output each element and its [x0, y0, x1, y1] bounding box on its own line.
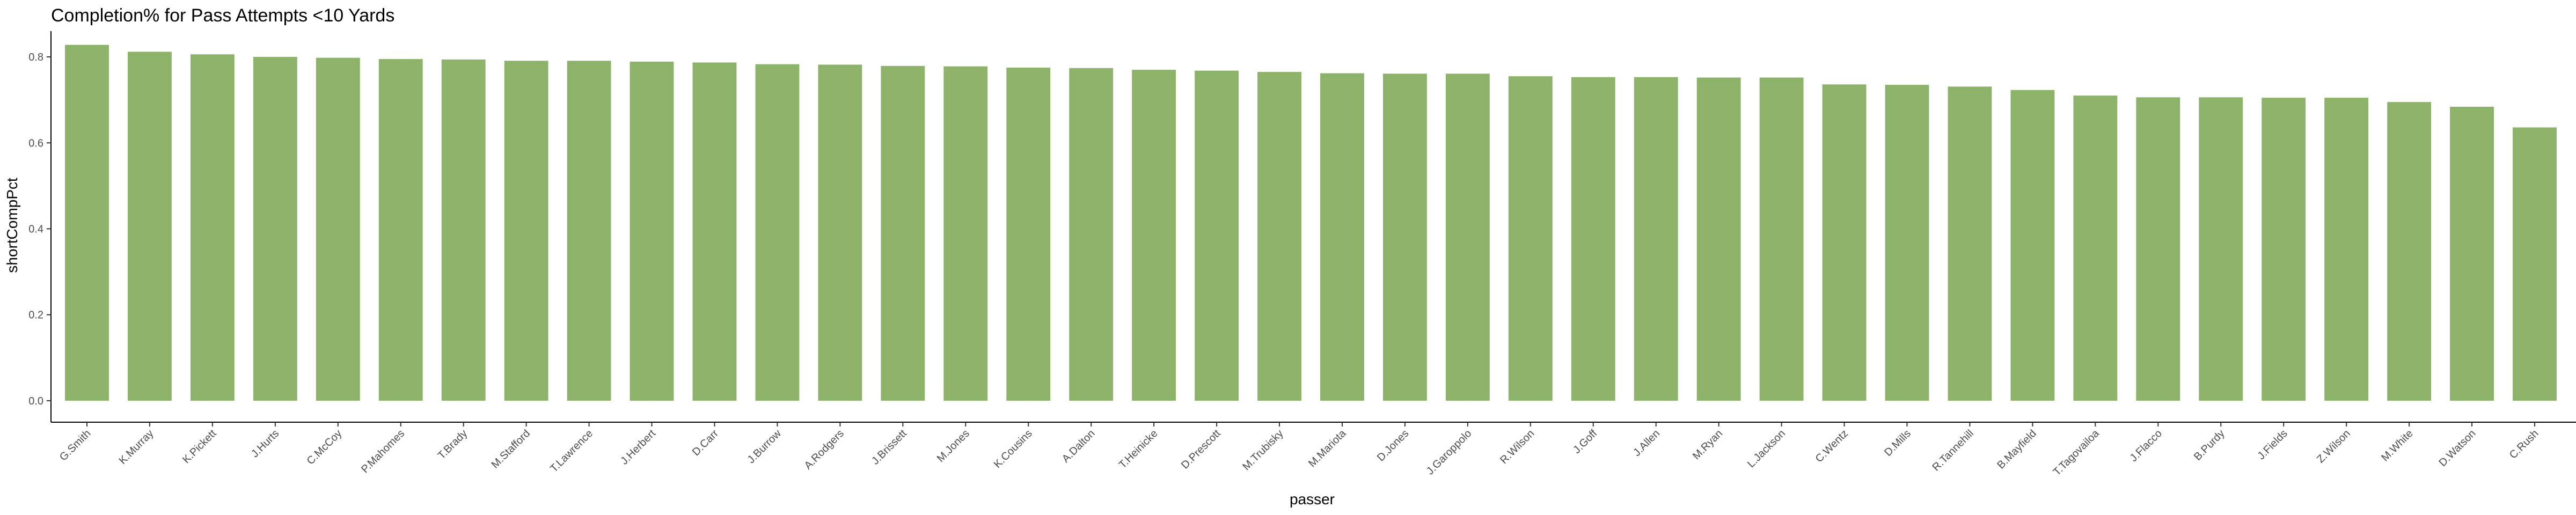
bar-J.Fields	[2262, 98, 2306, 401]
bar-M.Ryan	[1696, 77, 1741, 401]
x-tick-label: J.Garoppolo	[1424, 428, 1474, 477]
bar-M.Mariota	[1320, 73, 1364, 401]
bar-K.Pickett	[190, 54, 235, 401]
bar-Z.Wilson	[2324, 98, 2369, 401]
bar-K.Cousins	[1006, 68, 1051, 401]
x-tick-label: J.Flacco	[2128, 428, 2164, 464]
x-tick-label: T.Brady	[436, 428, 470, 462]
bar-M.Trubisky	[1257, 72, 1301, 401]
x-tick-label: K.Cousins	[992, 428, 1035, 470]
x-tick-label: R.Wilson	[1498, 428, 1536, 466]
x-tick-label: G.Smith	[57, 428, 93, 464]
x-tick-label: M.White	[2379, 428, 2415, 464]
bar-T.Brady	[441, 59, 486, 401]
bar-B.Purdy	[2199, 97, 2243, 401]
bar-J.Flacco	[2136, 97, 2180, 401]
x-tick-label: J.Hurts	[249, 428, 281, 460]
y-tick-label: 0.4	[28, 224, 43, 236]
bar-B.Mayfield	[2010, 90, 2055, 401]
y-tick-label: 0.6	[28, 137, 43, 149]
bar-K.Murray	[128, 52, 172, 401]
bar-J.Brissett	[881, 65, 925, 401]
x-tick-label: D.Mills	[1882, 428, 1913, 459]
bar-L.Jackson	[1759, 77, 1804, 401]
bar-M.Jones	[943, 66, 988, 401]
x-tick-label: K.Pickett	[180, 428, 219, 466]
x-tick-label: R.Tannehill	[1930, 428, 1976, 474]
x-tick-label: T.Tagovailoa	[2051, 427, 2102, 478]
bar-D.Carr	[692, 62, 737, 401]
x-tick-label: C.Rush	[2507, 428, 2541, 461]
bar-D.Jones	[1382, 73, 1427, 401]
x-tick-label: J.Goff	[1571, 428, 1599, 456]
bar-P.Mahomes	[378, 59, 423, 401]
x-tick-label: C.Wentz	[1813, 428, 1851, 465]
bar-D.Prescott	[1195, 70, 1239, 401]
x-tick-label: A.Dalton	[1060, 428, 1097, 465]
bar-D.Mills	[1885, 85, 1929, 401]
bar-M.White	[2387, 102, 2432, 401]
bar-R.Wilson	[1508, 76, 1553, 401]
x-tick-label: C.McCoy	[305, 428, 345, 467]
x-tick-label: D.Carr	[690, 428, 721, 458]
x-tick-label: D.Prescott	[1179, 428, 1223, 472]
x-tick-label: D.Jones	[1375, 428, 1411, 464]
bar-M.Stafford	[504, 61, 548, 401]
y-tick-label: 0.8	[28, 52, 43, 63]
x-tick-label: J.Allen	[1631, 428, 1662, 459]
bar-C.Rush	[2513, 127, 2557, 401]
bar-J.Garoppolo	[1445, 73, 1490, 401]
bar-C.Wentz	[1822, 84, 1867, 401]
x-tick-label: M.Mariota	[1306, 427, 1349, 469]
y-tick-label: 0.0	[28, 395, 43, 407]
x-tick-label: P.Mahomes	[359, 428, 407, 475]
bar-T.Lawrence	[567, 61, 611, 401]
x-tick-label: L.Jackson	[1745, 428, 1788, 470]
bar-A.Dalton	[1069, 68, 1114, 401]
bar-A.Rodgers	[818, 64, 862, 401]
bar-J.Goff	[1571, 77, 1615, 401]
x-tick-label: J.Fields	[2255, 428, 2289, 462]
bar-J.Hurts	[253, 57, 297, 401]
x-tick-label: M.Ryan	[1690, 428, 1725, 462]
x-tick-label: M.Stafford	[489, 428, 533, 471]
bar-T.Heinicke	[1132, 70, 1176, 401]
x-tick-label: J.Brissett	[869, 428, 909, 467]
x-tick-label: B.Mayfield	[1995, 428, 2039, 472]
bar-C.McCoy	[316, 57, 360, 401]
x-tick-label: K.Murray	[117, 428, 156, 467]
bar-D.Watson	[2450, 106, 2494, 401]
bar-J.Herbert	[630, 61, 674, 401]
x-tick-label: A.Rodgers	[802, 428, 846, 472]
bar-R.Tannehill	[1948, 86, 1992, 401]
y-tick-label: 0.2	[28, 310, 43, 321]
x-axis-title: passer	[1290, 491, 1335, 507]
bar-J.Allen	[1634, 77, 1678, 401]
y-axis: 0.0 0.2 0.4 0.6 0.8	[28, 31, 52, 422]
x-tick-label: M.Trubisky	[1240, 428, 1285, 473]
x-axis: G.Smith K.Murray K.Pickett J.Hurts C.McCoy P.…	[51, 422, 2576, 478]
bar-T.Tagovailoa	[2073, 95, 2118, 401]
bar-G.Smith	[65, 45, 109, 401]
x-tick-label: T.Heinicke	[1117, 428, 1160, 471]
x-tick-label: J.Burrow	[745, 428, 784, 466]
x-tick-label: J.Herbert	[618, 428, 658, 467]
x-tick-label: B.Purdy	[2192, 428, 2227, 463]
chart-title: Completion% for Pass Attempts <10 Yards	[51, 5, 394, 26]
x-tick-label: T.Lawrence	[548, 428, 595, 475]
x-tick-label: D.Watson	[2436, 428, 2478, 469]
x-tick-label: M.Jones	[935, 428, 972, 465]
y-axis-title: shortCompPct	[4, 178, 20, 273]
bars-group	[65, 45, 2557, 401]
x-tick-label: Z.Wilson	[2315, 428, 2353, 466]
bar-J.Burrow	[755, 64, 800, 401]
